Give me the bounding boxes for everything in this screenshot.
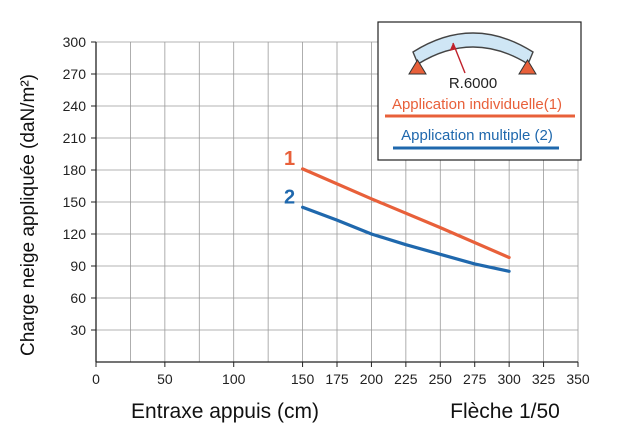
series-label-2: 2	[284, 186, 295, 208]
legend-label-individual: Application individuelle(1)	[392, 96, 562, 113]
series-lines: 12	[284, 148, 511, 273]
legend-diagram-label: R.6000	[449, 75, 497, 92]
x-axis-title: Entraxe appuis (cm)	[131, 400, 319, 423]
series-label-1: 1	[284, 148, 295, 170]
y-tick-label: 240	[63, 98, 87, 114]
x-tick-label: 100	[222, 371, 246, 387]
y-tick-label: 300	[63, 34, 87, 50]
x-tick-label: 0	[92, 371, 100, 387]
y-tick-label: 150	[63, 194, 87, 210]
y-tick-label: 120	[63, 226, 87, 242]
y-tick-label: 90	[70, 258, 86, 274]
radius-arrowhead-icon	[449, 43, 457, 51]
x-tick-label: 250	[429, 371, 453, 387]
x-tick-label: 325	[532, 371, 556, 387]
x-tick-label: 225	[394, 371, 418, 387]
series-line-1	[301, 167, 511, 260]
support-right-icon	[518, 59, 537, 75]
x-tick-label: 350	[566, 371, 590, 387]
legend: R.6000 Application individuelle(1) Appli…	[377, 21, 582, 161]
x-tick-label: 200	[360, 371, 384, 387]
y-tick-label: 210	[63, 130, 87, 146]
y-tick-label: 60	[70, 290, 86, 306]
legend-label-multiple: Application multiple (2)	[401, 127, 553, 144]
footnote: Flèche 1/50	[450, 400, 560, 423]
x-tick-label: 300	[497, 371, 521, 387]
x-tick-label: 175	[325, 371, 349, 387]
x-tick-label: 275	[463, 371, 487, 387]
tick-labels: 30 60 90 120 150 180 210 240 270 300 0 50 100 150 175 2…	[63, 34, 590, 387]
support-left-icon	[408, 59, 427, 75]
y-tick-label: 270	[63, 66, 87, 82]
x-tick-label: 50	[157, 371, 173, 387]
series-line-2	[301, 205, 511, 273]
y-tick-label: 30	[70, 322, 86, 338]
x-tick-label: 150	[291, 371, 315, 387]
y-axis-title: Charge neige appliquée (daN/m²)	[18, 74, 39, 356]
axes	[91, 41, 579, 367]
y-tick-label: 180	[63, 162, 87, 178]
